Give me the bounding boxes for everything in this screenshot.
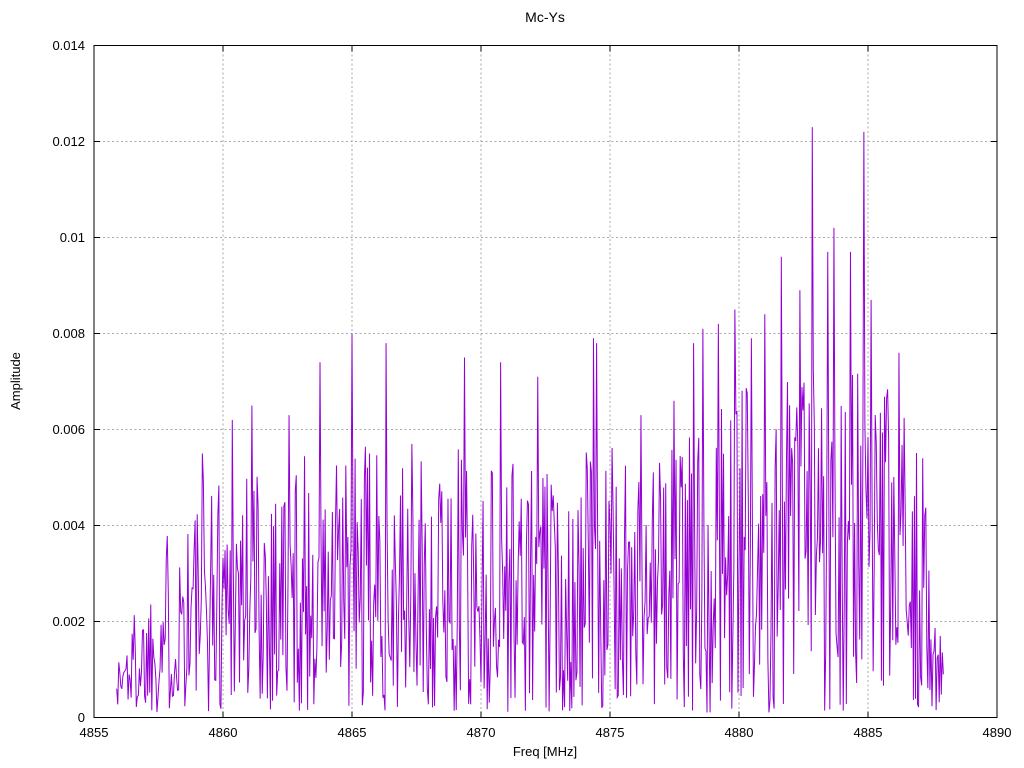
x-tick-label: 4875	[596, 725, 625, 740]
x-axis-label: Freq [MHz]	[513, 744, 577, 759]
y-tick-labels: 0 0.002 0.004 0.006 0.008 0.01 0.012 0.014	[52, 38, 85, 725]
x-tick-label: 4885	[854, 725, 883, 740]
y-axis-label: Amplitude	[8, 352, 23, 410]
x-tick-label: 4855	[80, 725, 109, 740]
x-tick-label: 4890	[983, 725, 1012, 740]
x-tick-label: 4880	[725, 725, 754, 740]
x-tick-label: 4860	[209, 725, 238, 740]
y-tick-label: 0.012	[52, 134, 85, 149]
plot-border	[93, 45, 998, 718]
y-tick-label: 0	[78, 710, 85, 725]
y-tick-label: 0.008	[52, 326, 85, 341]
chart-title: Mc-Ys	[525, 9, 565, 25]
y-tick-label: 0.006	[52, 422, 85, 437]
x-tick-labels: 4855 4860 4865 4870 4875 4880 4885 4890	[80, 725, 1012, 740]
y-tick-label: 0.002	[52, 614, 85, 629]
y-tick-label: 0.014	[52, 38, 85, 53]
y-tick-label: 0.01	[60, 230, 85, 245]
x-tick-label: 4870	[467, 725, 496, 740]
spectrum-trace	[116, 127, 944, 713]
y-tick-label: 0.004	[52, 518, 85, 533]
axis-ticks	[93, 45, 998, 718]
x-tick-label: 4865	[338, 725, 367, 740]
